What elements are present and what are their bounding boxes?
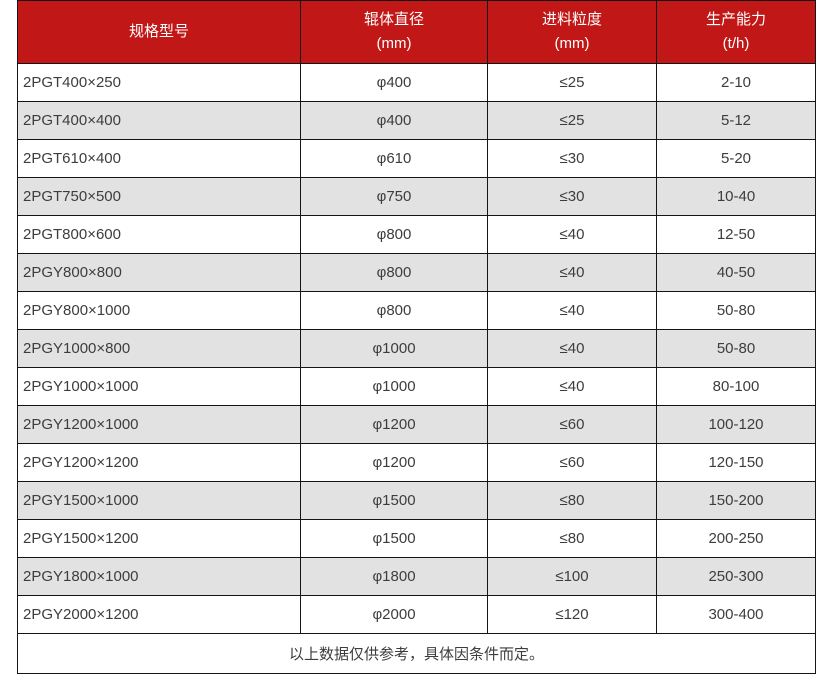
cell-capacity: 80-100 xyxy=(656,367,816,406)
cell-feed-size: ≤80 xyxy=(487,519,657,558)
cell-feed-size: ≤25 xyxy=(487,63,657,102)
cell-diameter: φ750 xyxy=(300,177,488,216)
table-row: 2PGT400×400 φ400 ≤25 5-12 xyxy=(17,101,816,140)
table-row: 2PGT750×500 φ750 ≤30 10-40 xyxy=(17,177,816,216)
cell-feed-size: ≤30 xyxy=(487,177,657,216)
spec-table: 规格型号 辊体直径 (mm) 进料粒度 (mm) 生产能力 (t/h) 2PGT… xyxy=(17,0,816,674)
cell-feed-size: ≤40 xyxy=(487,367,657,406)
table-row: 2PGY800×1000 φ800 ≤40 50-80 xyxy=(17,291,816,330)
col-header-capacity-title: 生产能力 xyxy=(705,11,766,28)
cell-model: 2PGT610×400 xyxy=(17,139,301,178)
cell-capacity: 5-20 xyxy=(656,139,816,178)
col-header-feed-size: 进料粒度 (mm) xyxy=(487,0,657,64)
cell-diameter: φ1200 xyxy=(300,405,488,444)
cell-capacity: 50-80 xyxy=(656,329,816,368)
cell-capacity: 12-50 xyxy=(656,215,816,254)
cell-diameter: φ1000 xyxy=(300,367,488,406)
table-row: 2PGY800×800 φ800 ≤40 40-50 xyxy=(17,253,816,292)
cell-diameter: φ800 xyxy=(300,215,488,254)
cell-capacity: 100-120 xyxy=(656,405,816,444)
table-row: 2PGY1800×1000 φ1800 ≤100 250-300 xyxy=(17,557,816,596)
cell-model: 2PGY800×800 xyxy=(17,253,301,292)
cell-capacity: 150-200 xyxy=(656,481,816,520)
table-row: 2PGY1000×1000 φ1000 ≤40 80-100 xyxy=(17,367,816,406)
cell-diameter: φ400 xyxy=(300,63,488,102)
cell-model: 2PGY1200×1000 xyxy=(17,405,301,444)
cell-capacity: 2-10 xyxy=(656,63,816,102)
cell-feed-size: ≤40 xyxy=(487,329,657,368)
cell-diameter: φ800 xyxy=(300,291,488,330)
cell-feed-size: ≤30 xyxy=(487,139,657,178)
cell-capacity: 10-40 xyxy=(656,177,816,216)
cell-diameter: φ800 xyxy=(300,253,488,292)
cell-model: 2PGY1200×1200 xyxy=(17,443,301,482)
cell-diameter: φ400 xyxy=(300,101,488,140)
cell-feed-size: ≤40 xyxy=(487,215,657,254)
cell-feed-size: ≤80 xyxy=(487,481,657,520)
cell-diameter: φ1800 xyxy=(300,557,488,596)
col-header-model-title: 规格型号 xyxy=(128,23,189,40)
cell-model: 2PGY1000×1000 xyxy=(17,367,301,406)
table-footnote: 以上数据仅供参考，具体因条件而定。 xyxy=(17,633,816,674)
col-header-feed-size-title: 进料粒度 xyxy=(541,11,602,28)
table-row: 2PGT610×400 φ610 ≤30 5-20 xyxy=(17,139,816,178)
col-header-capacity: 生产能力 (t/h) xyxy=(656,0,816,64)
col-header-diameter-title: 辊体直径 xyxy=(363,11,424,28)
cell-capacity: 50-80 xyxy=(656,291,816,330)
cell-model: 2PGY2000×1200 xyxy=(17,595,301,634)
cell-diameter: φ610 xyxy=(300,139,488,178)
cell-diameter: φ1500 xyxy=(300,519,488,558)
table-row: 2PGY1500×1000 φ1500 ≤80 150-200 xyxy=(17,481,816,520)
cell-capacity: 40-50 xyxy=(656,253,816,292)
cell-model: 2PGY1500×1000 xyxy=(17,481,301,520)
cell-model: 2PGY1800×1000 xyxy=(17,557,301,596)
cell-diameter: φ1200 xyxy=(300,443,488,482)
col-header-diameter-unit: (mm) xyxy=(376,35,412,52)
cell-feed-size: ≤25 xyxy=(487,101,657,140)
col-header-model: 规格型号 xyxy=(17,0,301,64)
cell-capacity: 200-250 xyxy=(656,519,816,558)
cell-capacity: 300-400 xyxy=(656,595,816,634)
cell-feed-size: ≤60 xyxy=(487,443,657,482)
table-row: 2PGT800×600 φ800 ≤40 12-50 xyxy=(17,215,816,254)
table-row: 2PGT400×250 φ400 ≤25 2-10 xyxy=(17,63,816,102)
col-header-diameter: 辊体直径 (mm) xyxy=(300,0,488,64)
table-row: 2PGY1500×1200 φ1500 ≤80 200-250 xyxy=(17,519,816,558)
cell-feed-size: ≤40 xyxy=(487,291,657,330)
cell-capacity: 250-300 xyxy=(656,557,816,596)
table-row: 2PGY1200×1200 φ1200 ≤60 120-150 xyxy=(17,443,816,482)
cell-feed-size: ≤100 xyxy=(487,557,657,596)
cell-capacity: 5-12 xyxy=(656,101,816,140)
footnote-row: 以上数据仅供参考，具体因条件而定。 xyxy=(17,633,816,674)
cell-model: 2PGY1000×800 xyxy=(17,329,301,368)
cell-feed-size: ≤60 xyxy=(487,405,657,444)
cell-model: 2PGT750×500 xyxy=(17,177,301,216)
col-header-feed-size-unit: (mm) xyxy=(554,35,590,52)
header-row: 规格型号 辊体直径 (mm) 进料粒度 (mm) 生产能力 (t/h) xyxy=(17,0,816,64)
cell-model: 2PGY1500×1200 xyxy=(17,519,301,558)
cell-capacity: 120-150 xyxy=(656,443,816,482)
table-row: 2PGY1000×800 φ1000 ≤40 50-80 xyxy=(17,329,816,368)
table-row: 2PGY1200×1000 φ1200 ≤60 100-120 xyxy=(17,405,816,444)
cell-model: 2PGT400×250 xyxy=(17,63,301,102)
cell-model: 2PGY800×1000 xyxy=(17,291,301,330)
table-row: 2PGY2000×1200 φ2000 ≤120 300-400 xyxy=(17,595,816,634)
cell-model: 2PGT800×600 xyxy=(17,215,301,254)
cell-diameter: φ1500 xyxy=(300,481,488,520)
cell-feed-size: ≤40 xyxy=(487,253,657,292)
cell-feed-size: ≤120 xyxy=(487,595,657,634)
cell-diameter: φ1000 xyxy=(300,329,488,368)
cell-diameter: φ2000 xyxy=(300,595,488,634)
col-header-capacity-unit: (t/h) xyxy=(722,35,750,52)
cell-model: 2PGT400×400 xyxy=(17,101,301,140)
